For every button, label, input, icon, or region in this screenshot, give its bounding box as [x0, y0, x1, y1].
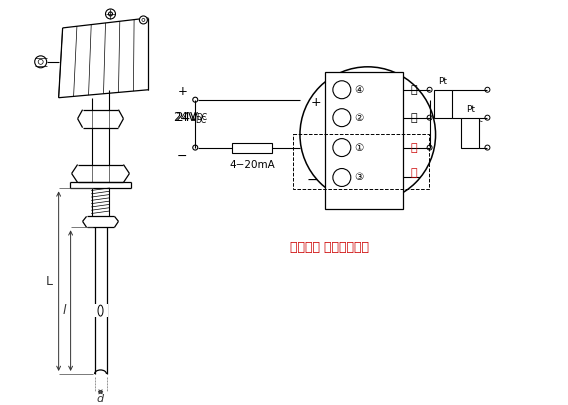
Text: 24V: 24V	[176, 111, 198, 124]
Circle shape	[106, 9, 115, 19]
Text: 热电阵： 三线或四线制: 热电阵： 三线或四线制	[290, 241, 369, 254]
Circle shape	[38, 59, 43, 64]
Bar	[461, 118, 479, 147]
Text: 红: 红	[411, 143, 417, 153]
Circle shape	[333, 109, 351, 127]
Text: ④: ④	[354, 85, 364, 95]
Text: ①: ①	[354, 143, 364, 153]
Text: 红: 红	[411, 168, 417, 179]
Text: ③: ③	[354, 173, 364, 183]
Text: +: +	[177, 85, 187, 98]
Text: l: l	[63, 304, 66, 317]
Circle shape	[333, 81, 351, 99]
Bar	[94, 304, 107, 317]
Bar	[293, 134, 429, 190]
Circle shape	[35, 56, 47, 68]
Bar	[433, 90, 452, 118]
Circle shape	[142, 19, 145, 21]
Text: ②: ②	[354, 113, 364, 123]
Text: 白: 白	[411, 85, 417, 95]
Circle shape	[333, 168, 351, 186]
Polygon shape	[59, 18, 148, 98]
Circle shape	[300, 67, 436, 202]
Text: DC: DC	[197, 113, 207, 122]
Text: d: d	[97, 394, 104, 404]
Text: +: +	[311, 96, 321, 109]
Bar	[232, 143, 272, 153]
Circle shape	[139, 16, 147, 24]
Text: L: L	[46, 275, 53, 288]
Circle shape	[108, 12, 112, 16]
Bar	[325, 72, 403, 209]
Text: −: −	[306, 173, 318, 186]
Text: Pt: Pt	[466, 105, 475, 114]
Text: 白: 白	[411, 113, 417, 123]
Text: Pt: Pt	[438, 77, 447, 86]
Circle shape	[333, 139, 351, 157]
Text: −: −	[177, 150, 187, 163]
Text: DC: DC	[195, 116, 206, 125]
Text: 4−20mA: 4−20mA	[229, 160, 275, 170]
Text: 24V: 24V	[173, 111, 197, 124]
